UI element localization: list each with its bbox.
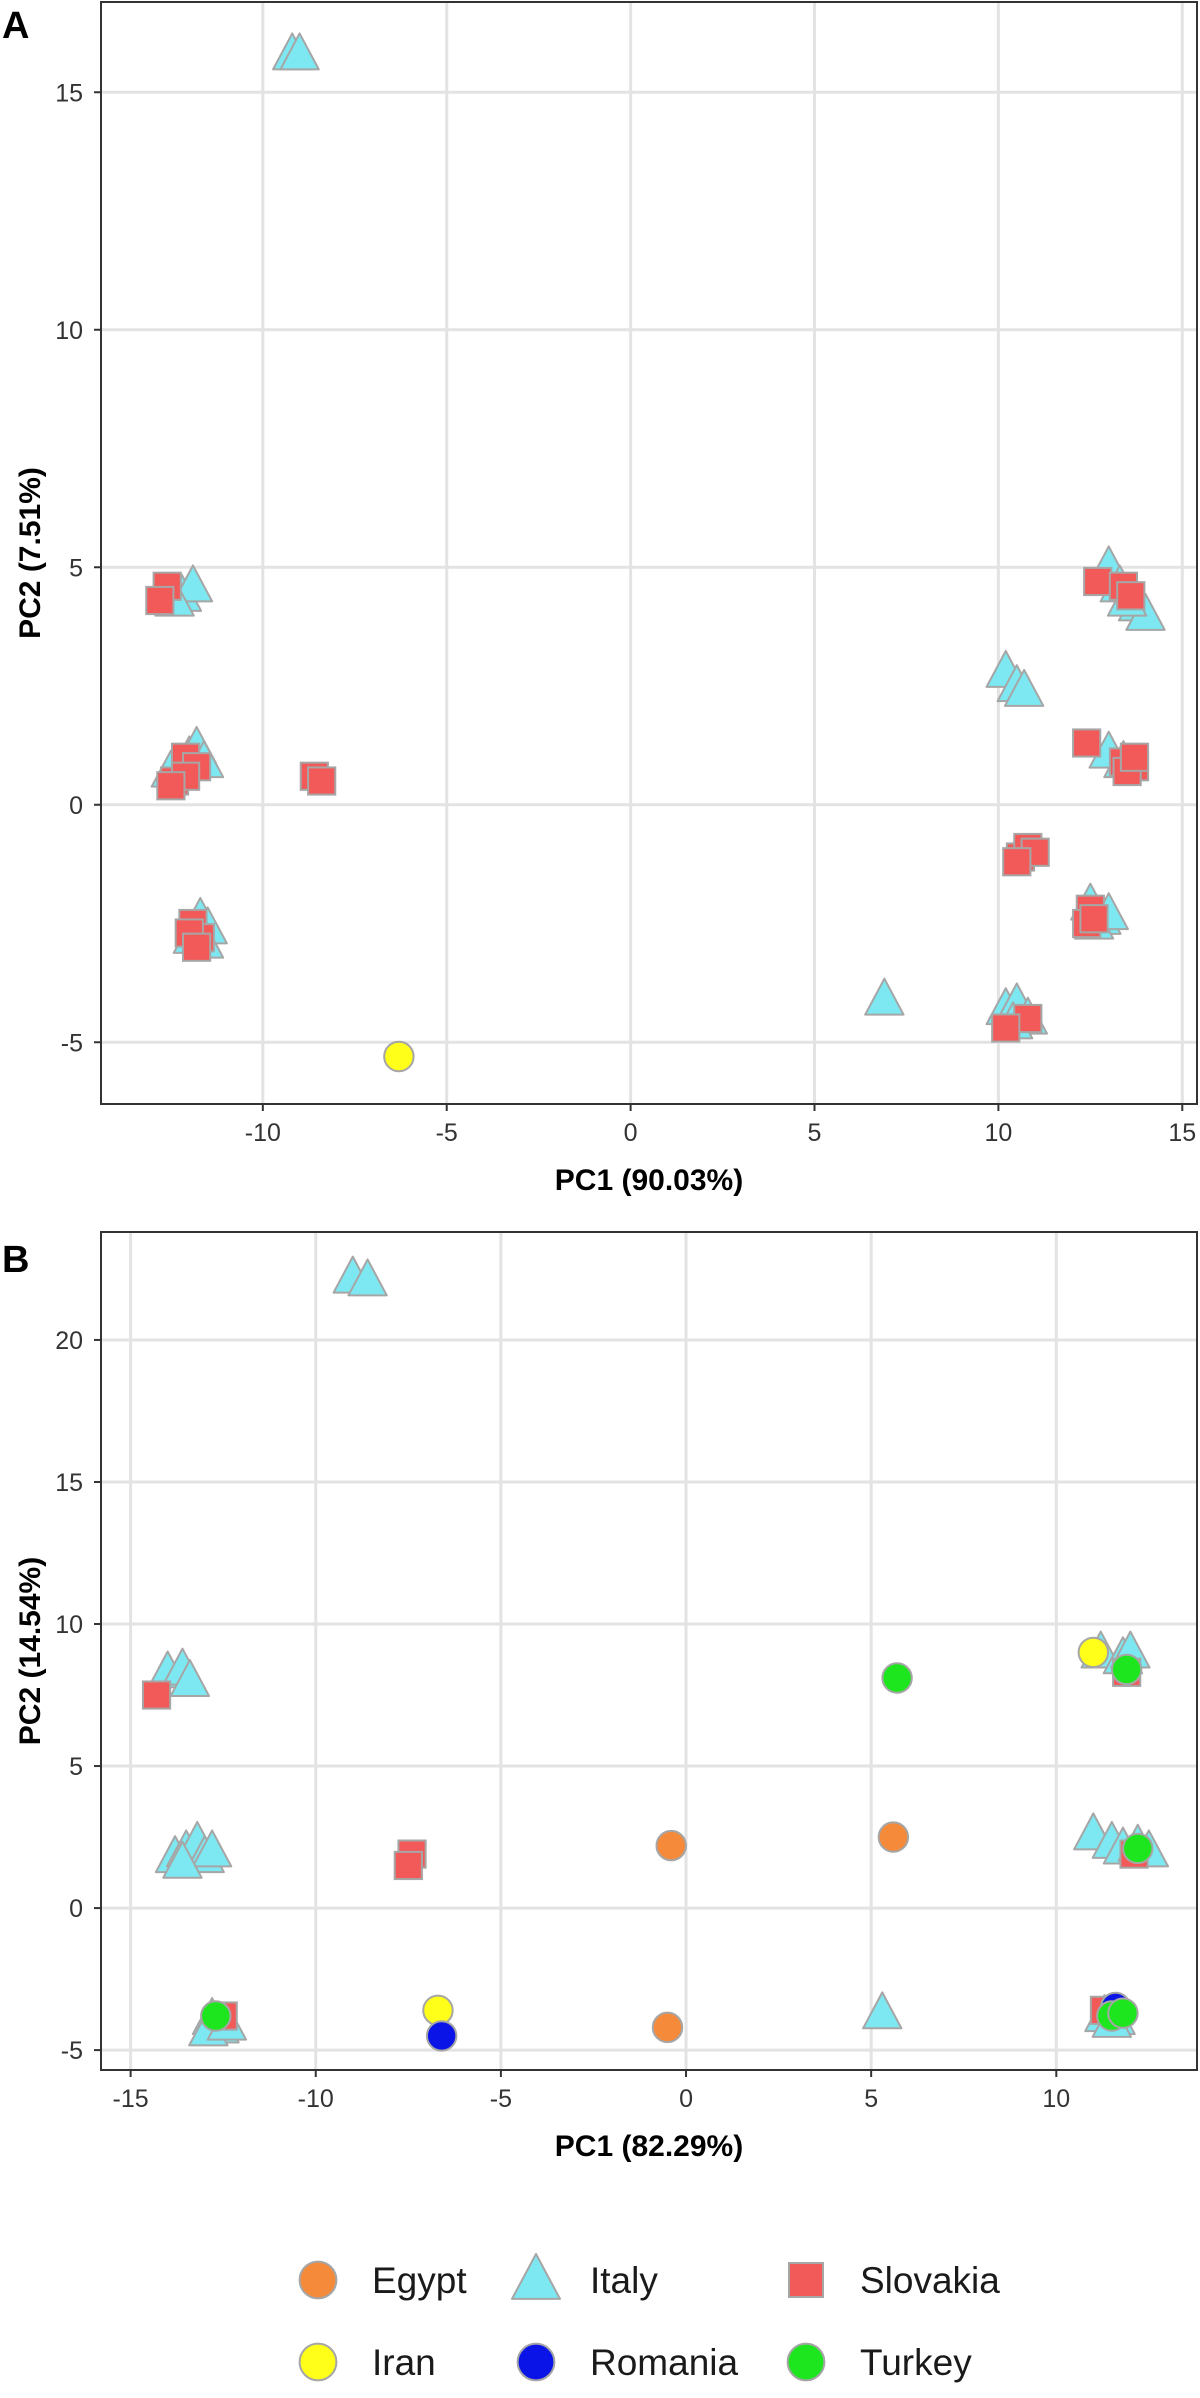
x-tick-label: 5 <box>808 1119 822 1147</box>
grid <box>101 2 1197 1104</box>
x-axis-title: PC1 (82.29%) <box>555 2130 743 2163</box>
x-tick-label: -15 <box>113 2085 149 2113</box>
series-slovakia <box>145 566 1150 1043</box>
legend-key-italy <box>511 2252 561 2300</box>
legend-item-romania: Romania <box>516 2342 738 2383</box>
legend-key-turkey <box>786 2342 826 2382</box>
panel-b: -15 -10 -5 0 5 10 -5 0 5 10 15 20 PC1 (82.29%) PC2 (1… <box>2 1231 1198 2163</box>
point-slovakia <box>1119 742 1150 772</box>
panel-letter: A <box>2 5 29 47</box>
y-axis-title: PC2 (14.54%) <box>14 1557 47 1745</box>
series-turkey <box>200 1653 1154 2032</box>
point-slovakia <box>145 585 175 616</box>
point-turkey <box>881 1662 913 1694</box>
point-italy <box>169 1658 211 1697</box>
point-turkey <box>200 2000 232 2032</box>
point-egypt <box>877 1821 910 1853</box>
y-tick-label: 15 <box>55 1469 83 1497</box>
y-tick-label: 0 <box>69 1895 83 1923</box>
series-egypt <box>651 1821 910 2044</box>
x-tick-label: -5 <box>490 2085 512 2113</box>
x-tick-label: -10 <box>298 2085 334 2113</box>
point-egypt <box>651 2011 684 2044</box>
point-italy <box>191 1829 233 1868</box>
point-slovakia <box>156 771 186 801</box>
series-romania <box>425 1991 1132 2052</box>
legend-label: Slovakia <box>860 2260 1000 2301</box>
point-italy <box>864 977 905 1016</box>
point-slovakia <box>307 766 337 796</box>
x-tick-label: -10 <box>245 1119 281 1147</box>
data-points <box>141 1255 1170 2052</box>
series-iran <box>383 1040 415 1073</box>
series-iran <box>422 1636 1110 2027</box>
x-axis-title: PC1 (90.03%) <box>555 1164 743 1197</box>
point-italy <box>162 1840 203 1879</box>
legend-item-slovakia: Slovakia <box>788 2260 1000 2301</box>
y-tick-label: 15 <box>55 79 83 107</box>
legend-key-slovakia <box>788 2262 824 2298</box>
legend-label: Turkey <box>860 2342 972 2383</box>
legend-item-iran: Iran <box>298 2342 436 2383</box>
legend-label: Egypt <box>372 2260 467 2301</box>
point-italy <box>862 1991 903 2030</box>
legend-key-egypt <box>298 2260 338 2300</box>
legend-item-egypt: Egypt <box>298 2260 467 2301</box>
point-italy <box>279 32 320 71</box>
point-slovakia <box>1072 728 1102 758</box>
grid <box>101 1232 1197 2070</box>
x-tick-label: 0 <box>624 1119 638 1147</box>
x-tick-label: -5 <box>436 1119 458 1147</box>
y-tick-label: 0 <box>69 792 83 820</box>
legend-item-turkey: Turkey <box>786 2342 972 2383</box>
panel-a: -10 -5 0 5 10 15 -5 0 5 10 15 PC1 (90.03%) PC2 (7.51… <box>2 1 1198 1197</box>
y-tick-label: 10 <box>55 317 83 345</box>
legend-label: Iran <box>372 2342 436 2383</box>
point-italy <box>1003 668 1045 707</box>
x-tick-label: 10 <box>984 1119 1012 1147</box>
legend-key-romania <box>516 2342 556 2382</box>
x-tick-label: 5 <box>864 2085 878 2113</box>
point-iran <box>1077 1636 1110 1669</box>
y-tick-label: 20 <box>55 1327 83 1355</box>
y-tick-label: 5 <box>69 1753 83 1781</box>
point-slovakia <box>1002 847 1032 877</box>
panel-letter: B <box>2 1239 29 1281</box>
point-slovakia <box>1079 904 1109 934</box>
y-tick-label: -5 <box>61 2037 83 2065</box>
point-italy <box>347 1258 388 1297</box>
plot-frame <box>100 1 1198 1105</box>
legend-key-iran <box>298 2342 338 2382</box>
point-slovakia <box>991 1013 1021 1043</box>
series-italy <box>150 32 1166 1040</box>
y-axis-title: PC2 (7.51%) <box>14 467 47 639</box>
legend-label: Italy <box>590 2260 658 2301</box>
plot-frame <box>100 1231 1198 2071</box>
legend-label: Romania <box>590 2342 738 2383</box>
point-slovakia <box>393 1850 423 1881</box>
x-tick-label: 0 <box>679 2085 693 2113</box>
point-slovakia <box>141 1680 172 1710</box>
series-italy <box>147 1255 1170 2047</box>
point-slovakia <box>1083 566 1113 597</box>
point-turkey <box>1122 1832 1154 1865</box>
y-tick-label: 5 <box>69 554 83 582</box>
data-points <box>145 32 1166 1073</box>
x-tick-label: 15 <box>1168 1119 1196 1147</box>
point-slovakia <box>182 932 212 962</box>
point-italy <box>172 564 214 603</box>
point-iran <box>383 1040 415 1073</box>
point-slovakia <box>1116 581 1146 611</box>
y-tick-label: 10 <box>55 1611 83 1639</box>
x-tick-label: 10 <box>1042 2085 1070 2113</box>
point-turkey <box>1110 1653 1143 1686</box>
series-slovakia <box>141 1657 1149 2031</box>
point-romania <box>425 2020 458 2052</box>
point-egypt <box>655 1829 687 1862</box>
legend: Egypt Italy Slovakia Iran Romania Turkey <box>298 2252 1000 2383</box>
point-turkey <box>1107 1997 1139 2029</box>
y-tick-label: -5 <box>61 1029 83 1057</box>
legend-item-italy: Italy <box>511 2252 658 2301</box>
